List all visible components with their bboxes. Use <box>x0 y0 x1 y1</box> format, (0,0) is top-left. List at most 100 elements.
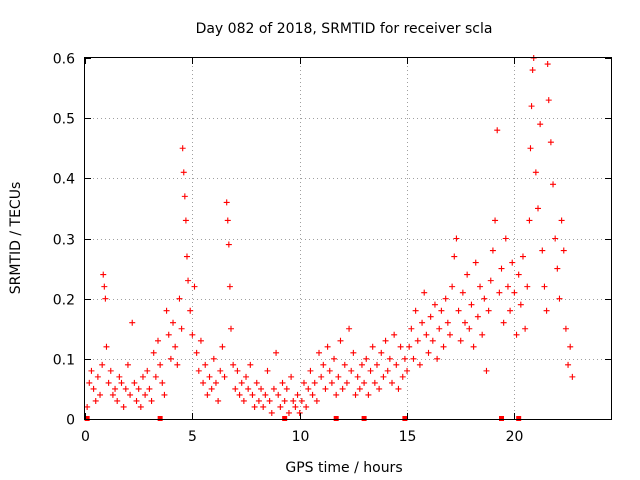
data-point <box>489 247 496 254</box>
data-point <box>288 373 295 380</box>
data-point <box>519 253 526 260</box>
data-point <box>118 379 125 386</box>
y-tick-label: 0.4 <box>53 172 75 188</box>
data-point <box>167 355 174 362</box>
data-point <box>537 121 544 128</box>
data-point <box>305 385 312 392</box>
data-point <box>328 379 335 386</box>
data-point <box>352 391 359 398</box>
data-point <box>350 349 357 356</box>
data-point <box>245 385 252 392</box>
data-point <box>365 391 372 398</box>
bottom-markers <box>84 416 522 421</box>
data-point <box>223 199 230 206</box>
x-tick-label: 0 <box>81 429 90 445</box>
y-tick-label: 0.1 <box>53 353 75 369</box>
data-point <box>247 361 254 368</box>
data-point <box>341 361 348 368</box>
data-point <box>139 373 146 380</box>
data-point <box>356 385 363 392</box>
data-point <box>303 403 310 410</box>
data-point <box>221 373 228 380</box>
data-point <box>105 379 112 386</box>
data-point <box>90 385 97 392</box>
data-point <box>311 379 318 386</box>
data-point <box>324 343 331 350</box>
data-point <box>234 367 241 374</box>
data-point <box>479 331 486 338</box>
data-point <box>539 247 546 254</box>
data-point <box>419 319 426 326</box>
data-point <box>124 361 131 368</box>
data-point <box>416 361 423 368</box>
data-point <box>363 355 370 362</box>
y-tick-label: 0.5 <box>53 112 75 128</box>
data-point <box>522 325 529 332</box>
data-point <box>382 337 389 344</box>
data-point <box>389 379 396 386</box>
data-point <box>290 397 297 404</box>
data-point <box>391 331 398 338</box>
data-point <box>367 367 374 374</box>
data-point <box>547 139 554 146</box>
data-point <box>307 367 314 374</box>
data-point <box>208 385 215 392</box>
data-point <box>103 343 110 350</box>
data-point <box>453 235 460 242</box>
data-point <box>262 391 269 398</box>
data-point <box>181 193 188 200</box>
data-point <box>137 403 144 410</box>
data-point <box>193 349 200 356</box>
data-point <box>326 367 333 374</box>
data-point <box>406 343 413 350</box>
data-point <box>449 283 456 290</box>
data-point <box>230 361 237 368</box>
data-point <box>371 379 378 386</box>
data-point <box>346 325 353 332</box>
x-tick-label: 10 <box>292 429 310 445</box>
data-point <box>320 361 327 368</box>
data-point <box>150 349 157 356</box>
plot-frame <box>84 57 612 420</box>
data-point <box>224 217 231 224</box>
data-point <box>558 217 565 224</box>
x-tick-label: 5 <box>188 429 197 445</box>
data-point <box>251 403 258 410</box>
data-point <box>202 361 209 368</box>
data-point <box>462 319 469 326</box>
y-tick-label: 0.2 <box>53 293 75 309</box>
data-point <box>457 337 464 344</box>
data-point <box>466 325 473 332</box>
data-point <box>509 259 516 266</box>
bottom-marker <box>361 416 367 421</box>
data-point <box>399 373 406 380</box>
data-point <box>442 295 449 302</box>
data-point <box>472 259 479 266</box>
y-axis-label: SRMTID / TECUs <box>8 182 24 295</box>
data-point <box>183 253 190 260</box>
data-point <box>157 361 164 368</box>
data-point <box>502 235 509 242</box>
data-point <box>100 271 107 278</box>
data-point <box>102 295 109 302</box>
data-point <box>474 313 481 320</box>
data-point <box>127 391 134 398</box>
data-point <box>277 403 284 410</box>
data-point <box>146 385 153 392</box>
data-point <box>86 379 93 386</box>
data-point <box>318 373 325 380</box>
data-point <box>266 397 273 404</box>
data-point <box>165 331 172 338</box>
data-point <box>496 289 503 296</box>
data-point <box>554 265 561 272</box>
data-point <box>131 379 138 386</box>
data-point <box>296 409 303 416</box>
data-point <box>225 241 232 248</box>
data-point <box>440 343 447 350</box>
data-point <box>178 325 185 332</box>
data-point <box>434 355 441 362</box>
data-point <box>142 391 149 398</box>
data-point <box>163 307 170 314</box>
data-point <box>376 385 383 392</box>
